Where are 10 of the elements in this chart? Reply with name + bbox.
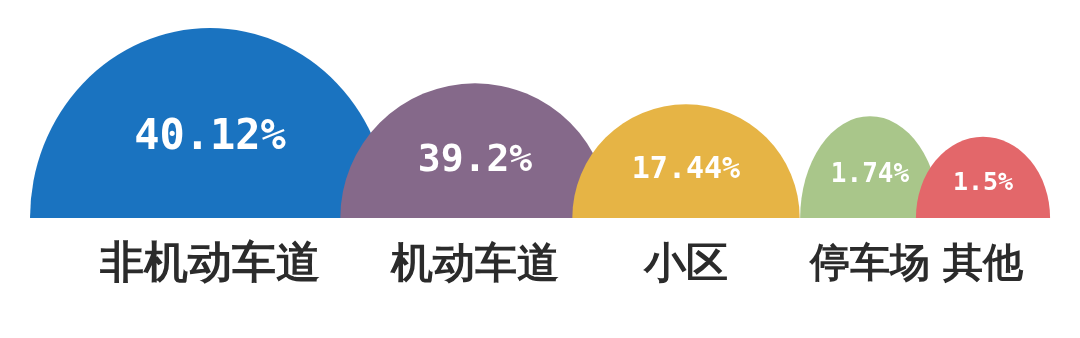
category-label: 停车场 bbox=[808, 239, 930, 286]
data-label: 1.74% bbox=[830, 157, 910, 188]
data-label: 1.5% bbox=[952, 167, 1014, 197]
category-label: 其他 bbox=[942, 239, 1024, 286]
data-label: 39.2% bbox=[417, 136, 533, 181]
data-label: 17.44% bbox=[631, 150, 741, 186]
data-label: 40.12% bbox=[134, 110, 286, 160]
category-label: 小区 bbox=[643, 237, 728, 287]
category-label: 非机动车道 bbox=[99, 236, 320, 288]
category-label: 机动车道 bbox=[390, 237, 559, 287]
